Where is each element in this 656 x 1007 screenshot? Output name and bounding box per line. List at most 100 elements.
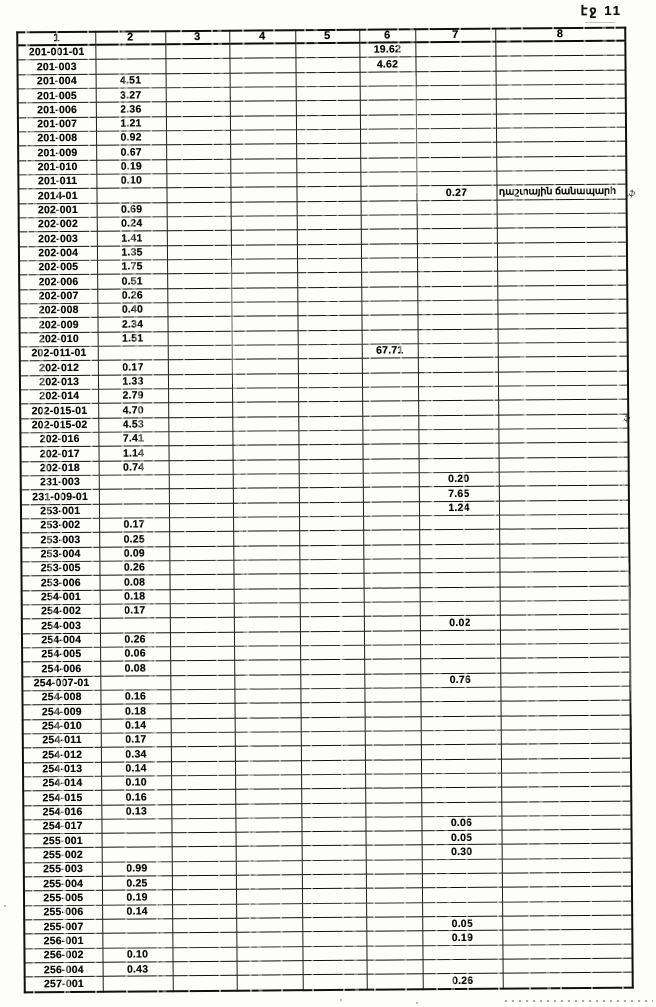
column-header-5: 5 bbox=[295, 29, 360, 44]
value-cell-col7 bbox=[421, 801, 502, 817]
value-cell-col4 bbox=[230, 244, 298, 260]
row-code-cell: 201-007 bbox=[17, 117, 97, 132]
value-cell-col5 bbox=[298, 430, 363, 446]
value-cell-col4 bbox=[230, 158, 297, 174]
value-cell-col4 bbox=[231, 287, 298, 303]
value-cell-col3 bbox=[172, 918, 237, 934]
value-cell-col6 bbox=[363, 615, 420, 631]
row-code-cell: 202-016 bbox=[20, 432, 99, 448]
value-cell-col8 bbox=[500, 728, 631, 745]
value-cell-col4 bbox=[233, 530, 300, 546]
value-cell-col3 bbox=[165, 101, 230, 117]
value-cell-col4 bbox=[234, 674, 301, 690]
value-cell-col4 bbox=[231, 344, 298, 360]
value-cell-col3 bbox=[172, 975, 237, 992]
value-cell-col4 bbox=[231, 316, 298, 331]
value-cell-col4 bbox=[234, 659, 301, 675]
value-cell-col7 bbox=[419, 586, 500, 602]
value-cell-col6 bbox=[364, 673, 421, 689]
row-code-cell: 254-013 bbox=[22, 761, 102, 777]
value-cell-col3 bbox=[167, 259, 232, 275]
value-cell-col2: 0.16 bbox=[100, 689, 171, 705]
value-cell-col4 bbox=[235, 831, 302, 847]
scan-noise-strip bbox=[505, 1000, 653, 1002]
value-cell-col2: 0.26 bbox=[97, 288, 168, 304]
value-cell-col5 bbox=[295, 71, 360, 87]
value-cell-col6 bbox=[359, 71, 416, 87]
value-cell-col8 bbox=[501, 786, 632, 802]
value-cell-col3 bbox=[170, 760, 236, 776]
value-cell-col3 bbox=[169, 588, 234, 604]
value-cell-col3 bbox=[166, 216, 231, 232]
value-cell-col3 bbox=[169, 631, 235, 647]
value-cell-col5 bbox=[298, 473, 363, 488]
value-cell-col6 bbox=[365, 773, 422, 789]
row-code-cell: 201-005 bbox=[17, 88, 96, 104]
value-cell-col3 bbox=[167, 330, 232, 346]
value-cell-col4 bbox=[236, 975, 303, 991]
value-cell-col8 bbox=[502, 900, 633, 917]
value-cell-col5 bbox=[300, 702, 365, 718]
value-cell-col5 bbox=[302, 931, 367, 947]
value-cell-col6 bbox=[364, 716, 421, 732]
value-cell-col4 bbox=[232, 502, 300, 518]
row-code-cell: 231-003 bbox=[20, 475, 99, 491]
value-cell-col7: 0.27 bbox=[416, 185, 497, 201]
value-cell-col6 bbox=[359, 114, 417, 130]
value-cell-col7 bbox=[419, 543, 500, 559]
value-cell-col5 bbox=[296, 243, 362, 259]
value-cell-col8 bbox=[501, 857, 632, 874]
value-cell-col8 bbox=[496, 198, 627, 215]
value-cell-col5 bbox=[295, 86, 360, 102]
value-cell-col5 bbox=[301, 774, 366, 789]
value-cell-col5 bbox=[300, 759, 366, 775]
value-cell-col8 bbox=[499, 528, 630, 544]
value-cell-col8 bbox=[497, 270, 628, 286]
value-cell-col7: 0.26 bbox=[422, 973, 503, 990]
value-cell-col4 bbox=[232, 387, 299, 403]
row-code-cell: 202-014 bbox=[20, 389, 99, 405]
value-cell-col2: 4.70 bbox=[98, 403, 169, 418]
value-cell-col2 bbox=[95, 44, 166, 60]
value-cell-col4 bbox=[231, 301, 298, 317]
value-cell-col8 bbox=[498, 456, 629, 473]
value-cell-col4 bbox=[231, 273, 298, 288]
value-cell-col4 bbox=[235, 803, 302, 819]
row-code-cell: 255-006 bbox=[24, 905, 103, 920]
value-cell-col2: 0.24 bbox=[96, 216, 167, 232]
value-cell-col8 bbox=[499, 514, 630, 530]
row-code-cell: 254-010 bbox=[22, 718, 101, 734]
scan-speck bbox=[416, 1002, 418, 1004]
value-cell-col4 bbox=[230, 129, 297, 145]
value-cell-col6 bbox=[361, 329, 418, 345]
value-cell-col8 bbox=[502, 958, 633, 974]
value-cell-col2 bbox=[100, 675, 171, 691]
value-cell-col4 bbox=[233, 559, 300, 575]
value-cell-col2: 0.40 bbox=[97, 302, 168, 318]
value-cell-col5 bbox=[297, 286, 362, 302]
value-cell-col8 bbox=[497, 299, 628, 315]
value-cell-col8 bbox=[497, 256, 628, 272]
value-cell-col6 bbox=[360, 186, 417, 201]
row-code-cell: 254-011 bbox=[22, 733, 101, 749]
value-cell-col2: 0.10 bbox=[96, 173, 167, 189]
value-cell-col2 bbox=[101, 832, 172, 848]
value-cell-col6 bbox=[360, 143, 417, 158]
value-cell-col6 bbox=[362, 458, 419, 474]
value-cell-col8 bbox=[495, 84, 626, 100]
handwritten-margin-mark: .ֆ bbox=[626, 188, 635, 199]
value-cell-col4 bbox=[234, 745, 301, 761]
value-cell-col8: դաշտային ճանապարհ bbox=[496, 184, 627, 200]
value-cell-col4 bbox=[236, 917, 303, 933]
value-cell-col6 bbox=[365, 845, 422, 861]
value-cell-col5 bbox=[299, 544, 364, 560]
value-cell-col5 bbox=[302, 917, 367, 933]
value-cell-col5 bbox=[299, 630, 365, 646]
value-cell-col3 bbox=[167, 316, 232, 332]
table-body: 201-001-01 19.62 201-003 4.62 201-004 4.51 201… bbox=[17, 40, 633, 993]
row-code-cell: 254-007-01 bbox=[22, 675, 101, 691]
column-header-8: 8 bbox=[495, 27, 626, 42]
value-cell-col4 bbox=[231, 373, 299, 389]
value-cell-col5 bbox=[297, 372, 363, 388]
value-cell-col5 bbox=[300, 645, 365, 660]
